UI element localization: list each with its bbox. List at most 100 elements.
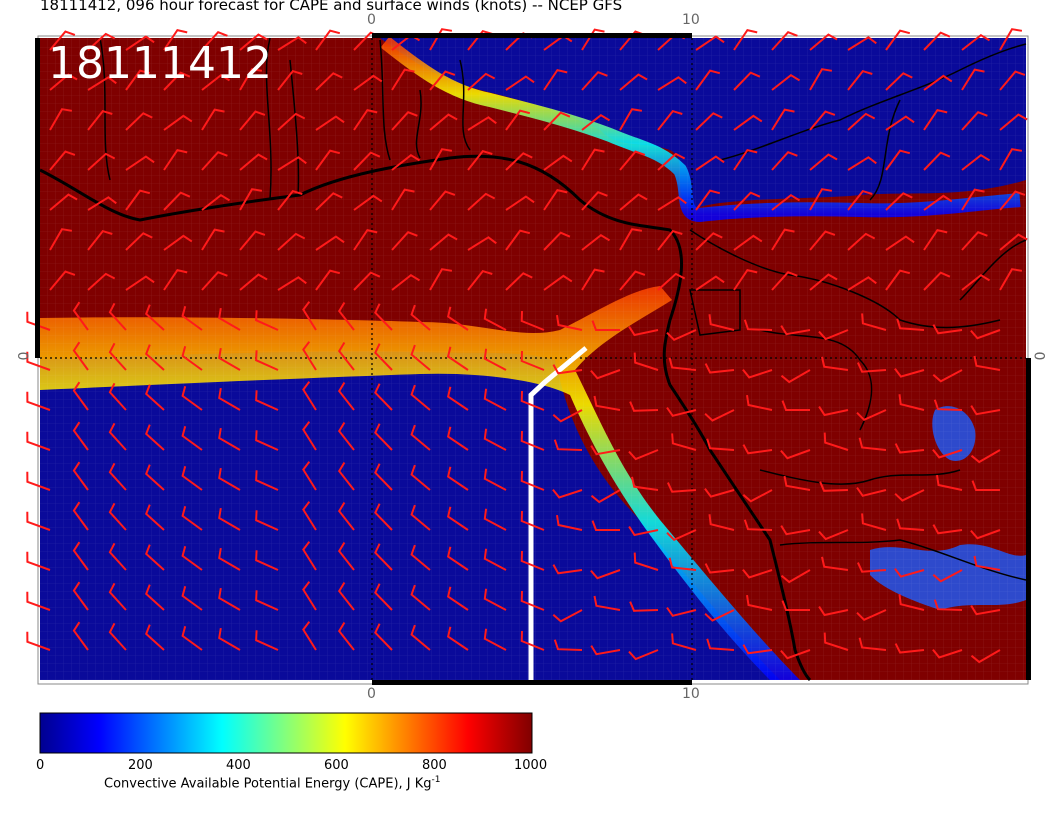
- wind-barb: [961, 153, 991, 171]
- wind-barb: [733, 148, 758, 171]
- wind-barb: [446, 586, 469, 611]
- wind-barb: [543, 154, 573, 171]
- wind-barb: [410, 304, 431, 331]
- wind-barb: [970, 649, 1001, 664]
- wind-barb: [505, 109, 531, 131]
- wind-barb: [552, 609, 583, 623]
- wind-barb: [552, 488, 583, 499]
- wind-barb: [505, 195, 535, 211]
- wind-barb: [374, 543, 393, 571]
- wind-barb: [847, 156, 877, 171]
- wind-barb: [923, 228, 948, 251]
- wind-barb: [894, 568, 925, 578]
- wind-barb: [446, 346, 469, 371]
- wind-barb: [552, 564, 583, 575]
- top-tick-0: 0: [367, 12, 376, 28]
- wind-barb: [733, 234, 763, 251]
- wind-barb: [809, 68, 833, 91]
- frame-bar-right: [1026, 358, 1031, 680]
- wind-barb: [629, 601, 659, 612]
- wind-barb: [505, 272, 533, 291]
- wind-barb: [933, 599, 963, 611]
- wind-barb: [391, 273, 421, 291]
- wind-barb: [315, 115, 345, 131]
- wind-barb: [771, 108, 795, 131]
- wind-barb: [932, 448, 963, 459]
- wind-barb: [970, 449, 1001, 464]
- wind-barb: [374, 343, 393, 371]
- wind-barb: [145, 504, 165, 531]
- wind-barb: [218, 627, 241, 651]
- wind-barb: [973, 555, 1001, 571]
- wind-barb: [666, 529, 697, 541]
- wind-barb: [999, 113, 1028, 131]
- wind-barb: [239, 110, 266, 131]
- wind-barb: [706, 438, 735, 451]
- wind-barb: [446, 626, 469, 651]
- wind-barb: [898, 594, 925, 611]
- wind-barb: [374, 383, 393, 411]
- wind-barb: [181, 505, 203, 531]
- wind-barb: [771, 73, 801, 91]
- wind-barb: [780, 525, 811, 536]
- wind-barb: [932, 569, 963, 583]
- wind-barb: [446, 386, 469, 411]
- wind-barb: [49, 228, 73, 251]
- colorbar: [39, 712, 533, 754]
- colorbar-tick-400: 400: [226, 758, 251, 773]
- wind-barb: [746, 394, 773, 411]
- wind-barb: [255, 590, 279, 611]
- wind-barb: [429, 268, 453, 291]
- wind-barb: [695, 69, 721, 91]
- wind-barb: [72, 341, 89, 371]
- wind-barb: [239, 33, 268, 51]
- wind-barb: [591, 320, 620, 331]
- wind-barb: [201, 108, 225, 131]
- wind-barb: [858, 437, 887, 451]
- wind-barb: [108, 382, 127, 411]
- wind-barb: [970, 329, 1001, 340]
- wind-barb: [26, 431, 51, 451]
- wind-barb: [590, 489, 621, 504]
- wind-barb: [809, 33, 838, 51]
- wind-barb: [896, 518, 925, 531]
- wind-barb: [483, 588, 507, 611]
- wind-barb: [671, 433, 697, 451]
- wind-barb: [391, 231, 418, 251]
- wind-barb: [695, 189, 721, 211]
- wind-barb: [771, 31, 798, 51]
- wind-barb: [201, 193, 231, 211]
- wind-barb: [999, 233, 1028, 251]
- wind-barb: [932, 524, 963, 535]
- wind-barb: [87, 152, 116, 171]
- wind-barb: [87, 32, 116, 51]
- wind-barb: [483, 548, 507, 571]
- wind-barb: [218, 547, 241, 571]
- wind-barb: [666, 607, 697, 617]
- wind-barb: [483, 628, 507, 651]
- wind-barb: [255, 310, 279, 331]
- wind-barb: [72, 301, 89, 331]
- wind-barb: [581, 268, 605, 291]
- wind-barb: [856, 487, 887, 497]
- wind-barb: [505, 229, 531, 251]
- wind-barb: [410, 424, 431, 451]
- wind-barb: [520, 630, 545, 651]
- wind-barb: [302, 541, 317, 571]
- wind-barb: [742, 368, 773, 379]
- wind-barb: [374, 583, 393, 611]
- wind-barb: [391, 111, 418, 131]
- wind-barb: [255, 350, 279, 371]
- wind-barb: [961, 188, 985, 211]
- wind-barb: [302, 621, 317, 651]
- wind-barb: [970, 529, 1001, 540]
- wind-barb: [553, 439, 583, 451]
- wind-barb: [145, 384, 165, 411]
- wind-barb: [809, 230, 836, 251]
- wind-barb: [255, 430, 279, 451]
- wind-barb: [847, 276, 877, 291]
- wind-barb: [520, 470, 545, 491]
- graticule: [40, 38, 1026, 680]
- wind-barb: [704, 488, 735, 498]
- wind-barb: [467, 116, 497, 131]
